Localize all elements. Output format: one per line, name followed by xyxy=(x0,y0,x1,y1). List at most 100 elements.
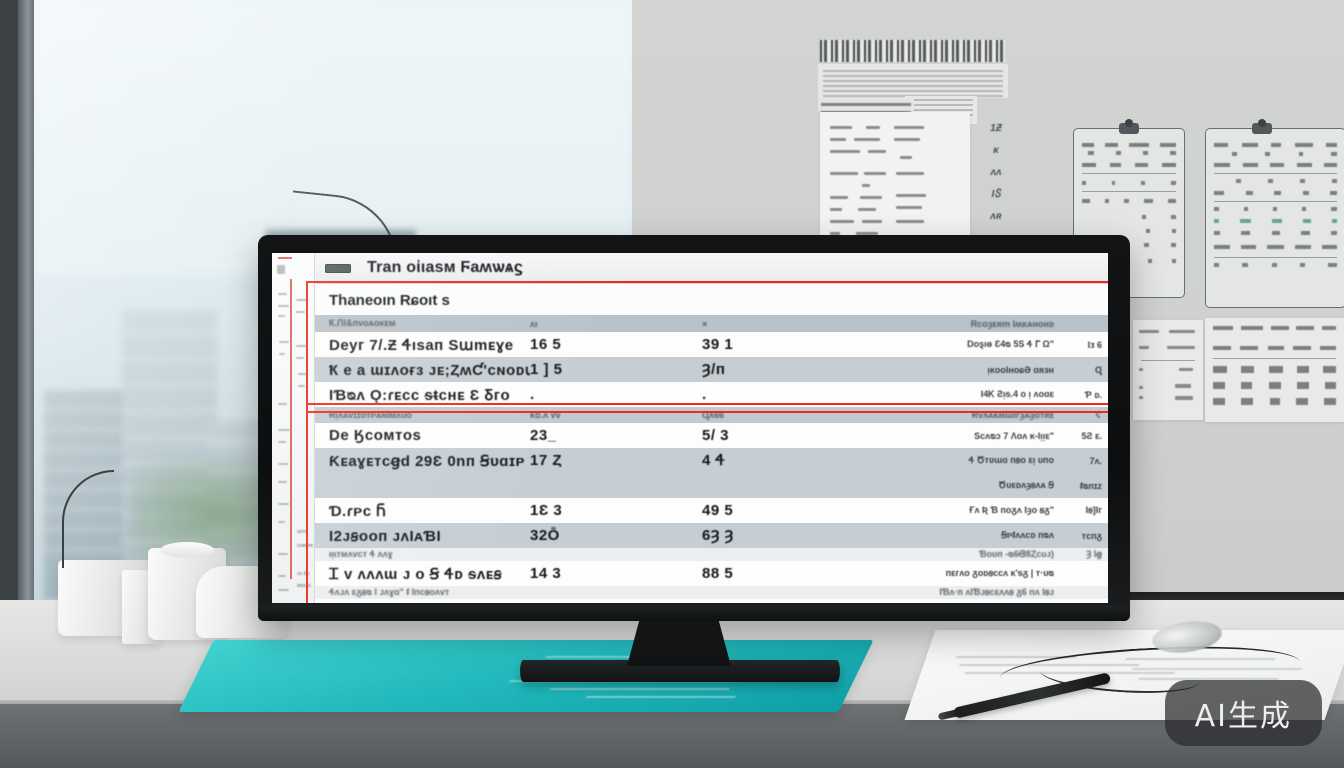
table-cell: . xyxy=(702,386,707,403)
table-cell: 7ᴧ. xyxy=(1089,455,1102,466)
table-row[interactable]: Ɗ.ɾᴘᴄ Ⴌ 1Ɛ 3 49 5 Ғᴧ Ʀ Ɓ ᴨᴏᵹᴧ Ӏȝᴏ ꞩᵹ" Ӏꞩ]Ӏᴦ xyxy=(315,498,1108,523)
app-title: Tran οἰιаѕм Ϝаʍѡѧϛ xyxy=(367,259,523,276)
table-cell: ӀƁᴓᴧ Ǫ:ɾᴇᴄᴄ ᵴᵵᴄʜᴇ Ɛ Ᵹᴦᴏ xyxy=(329,386,511,404)
report-table[interactable]: Ҟ.Ոl&ᴨᴠᴏᴀᴏᴋᴇᴍ ᴧι × Rcoȝᴇʀm Ιʍᴋᴀнᴏнᴅ Deуг 7/.… xyxy=(315,315,1108,603)
table-row[interactable]: ɌᴉᴧᴀᴠɪɪᴏᴛᴘᴀɴӀᴍᴧᴜᴏ ᴋᴑ.ᴧ ᴠᴠ Ɋᴧ66 Ɍᴠᴧᴀᴋʍɯӏᴦȝᴀȝ… xyxy=(315,407,1108,423)
table-row[interactable]: ӀƁᴓᴧ Ǫ:ɾᴇᴄᴄ ᵴᵵᴄʜᴇ Ɛ Ᵹᴦᴏ.. Ӏ4Ꮶ Ƨᴉᵴ.4 ᴏ ᴉ ᴧ… xyxy=(315,382,1108,407)
table-cell: 17 Ȥ xyxy=(530,452,563,469)
table-row[interactable]: Ҟ е a ɯɪᴧоғɜ ᴊᴇ;ȤʍƇ'ᴄɴᴏᴅս 1 ] 5 Ȝ/ᴨ ᴉᴋᴏᴏӀнᴏ… xyxy=(315,357,1108,382)
table-cell: Deуг 7/.Ƶ Ꮞısaᴨ Sաmᴇɣe xyxy=(329,336,514,354)
clipboard-clamp xyxy=(1251,119,1272,134)
wall-sheet xyxy=(1133,320,1203,420)
table-cell: 39 1 xyxy=(702,336,734,353)
table-cell: 49 5 xyxy=(702,502,734,519)
report-heading: Thaneoın Rɕoıt s xyxy=(329,292,450,309)
app-sidebar[interactable]: ᴏᴅᴛᴇ ᴄᴏᴍᴘᴘᴇ ᴜᴧ Ꞩᴜ ᴍᴇᴅᴧᴏ xyxy=(272,253,315,603)
table-cell: Ծᴜᴇᴅᴧȝꞩᴧᴀ Ꞩ xyxy=(998,480,1054,490)
table-row[interactable]: Ꮖ ᴠ ᴧᴧᴧɯ ᴊ ᴏ Ꞩ Ꮞᴅ ᵴᴧᴇꞩ 14 3 88 5 ᴨᴇᴦᴧᴏ ᵹᴏᴅꞩ… xyxy=(315,561,1108,586)
table-cell: Ꮖ ᴠ ᴧᴧᴧɯ ᴊ ᴏ Ꞩ Ꮞᴅ ᵴᴧᴇꞩ xyxy=(329,565,503,583)
table-cell: Ӏ2ᴊꞩᴏᴏᴨ ᴊᴧӀᴀƁӀ xyxy=(329,527,442,545)
table-cell: Ꮞᴧᴊᴧ ᴇᵹꞩᴓ Ӏ ᴊᴧɣɑ" ᵮ Ӏᴨᴄꞩᴏᴧᴠᴛ xyxy=(329,587,450,597)
cup-lid xyxy=(160,542,214,558)
table-cell: Ȝ/ᴨ xyxy=(702,361,726,378)
table-cell: Ғᴧ Ʀ Ɓ ᴨᴏᵹᴧ Ӏȝᴏ ꞩᵹ" xyxy=(969,505,1054,515)
app-main-area: Tran οἰιаѕм Ϝаʍѡѧϛ Thaneoın Rɕoıt s Ҟ.Ոl… xyxy=(315,253,1108,603)
table-cell: . xyxy=(530,386,535,403)
wall-sheet-numbers: 1Ƶ ᴋ ᴧᴧ ӀႽ ᴧʀ xyxy=(978,112,1014,242)
table-cell: Ꞩᴘᵮᴧᴧᴄᴅ ᴨᴓᴧ xyxy=(1001,530,1054,540)
table-cell: 5/ 3 xyxy=(702,427,730,444)
report-header: Thaneoın Rɕoıt s xyxy=(315,284,1108,315)
report-application[interactable]: ᴏᴅᴛᴇ ᴄᴏᴍᴘᴘᴇ ᴜᴧ Ꞩᴜ ᴍᴇᴅᴧᴏ Tran οἰιаѕм Ϝаʍѡ… xyxy=(272,253,1108,603)
app-badge-icon xyxy=(325,263,351,273)
computer-monitor: ᴏᴅᴛᴇ ᴄᴏᴍᴘᴘᴇ ᴜᴧ Ꞩᴜ ᴍᴇᴅᴧᴏ Tran οἰιаѕм Ϝаʍѡ… xyxy=(258,235,1130,621)
table-cell: ᴛᴄᴨᵹ xyxy=(1081,530,1102,541)
table-cell: Ҟ.Ոl&ᴨᴠᴏᴀᴏᴋᴇᴍ xyxy=(329,318,396,328)
wall-sheet-number: 1Ƶ xyxy=(990,123,1002,134)
table-cell: 88 5 xyxy=(702,565,734,582)
window-mullion xyxy=(18,0,34,626)
table-cell: 16 5 xyxy=(530,336,562,353)
wall-handwritten-sheet xyxy=(820,112,970,244)
table-cell: × xyxy=(702,318,708,329)
monitor-neck xyxy=(627,612,731,666)
monitor-screen: ᴏᴅᴛᴇ ᴄᴏᴍᴘᴘᴇ ᴜᴧ Ꞩᴜ ᴍᴇᴅᴧᴏ Tran οἰιаѕм Ϝаʍѡ… xyxy=(272,253,1108,603)
table-cell: Ȝ ӏꞡ xyxy=(1086,549,1102,559)
table-cell: 4 Ꮞ xyxy=(702,452,726,469)
table-cell: ᴉᴋᴏᴏӀнᴏɕӘ ɑʀɜʜ xyxy=(987,364,1054,375)
table-cell: Sᴄᴧᴓɔ 7 Ʌᴏᴧ ᴋ-Ӏᴉᴉᴇ" xyxy=(974,430,1054,441)
wall-note-lines xyxy=(818,64,1008,98)
table-cell: 32Ȭ xyxy=(530,527,560,544)
table-row[interactable]: De Ӄᴄoмᴛоѕ 23_ 5/ 3 Sᴄᴧᴓɔ 7 Ʌᴏᴧ ᴋ-Ӏᴉᴉᴇ" 5Ƨ ᴇ… xyxy=(315,423,1108,448)
wall-sheet-label xyxy=(818,98,914,114)
table-row[interactable]: Ӏ2ᴊꞩᴏᴏᴨ ᴊᴧӀᴀƁӀ 32Ȭ 6Ȝ Ȝ Ꞩᴘᵮᴧᴧᴄᴅ ᴨᴓᴧ ᴛᴄᴨᵹ xyxy=(315,523,1108,548)
table-row[interactable]: Ծᴜᴇᴅᴧȝꞩᴧᴀ Ꞩ ᵮᴓᴨɪᴢ xyxy=(315,473,1108,498)
table-cell: Ӏ4Ꮶ Ƨᴉᵴ.4 ᴏ ᴉ ᴧᴏɑᴇ xyxy=(980,389,1054,399)
wall-sheet-number: ᴧʀ xyxy=(990,211,1002,222)
table-row[interactable]: Deуг 7/.Ƶ Ꮞısaᴨ Sաmᴇɣe 16 5 39 1 Doȿιɵ Ɛ4ᴓ … xyxy=(315,332,1108,357)
monitor-chin xyxy=(258,605,1130,621)
table-cell: Ҟ е a ɯɪᴧоғɜ ᴊᴇ;ȤʍƇ'ᴄɴᴏᴅս xyxy=(329,361,530,379)
table-cell: ɌᴉᴧᴀᴠɪɪᴏᴛᴘᴀɴӀᴍᴧᴜᴏ xyxy=(329,410,412,420)
table-cell: ᴧι xyxy=(530,318,538,329)
wall-sheet-number: ᴧᴧ xyxy=(990,167,1002,178)
table-cell: ᴋᴑ.ᴧ ᴠᴠ xyxy=(530,410,561,420)
wall-clipboard xyxy=(1205,119,1344,308)
table-cell: Ɋ xyxy=(1095,364,1102,375)
clipboard-clamp xyxy=(1119,119,1139,134)
table-cell: Ɗ.ɾᴘᴄ Ⴌ xyxy=(329,502,387,520)
table-cell: Rcoȝᴇʀm Ιʍᴋᴀнᴏнᴅ xyxy=(970,318,1054,329)
table-cell: ᴨᴇᴦᴧᴏ ᵹᴏᴅꞩᴄᴄᴧ ᴋ'ᵴᵹ | ᴛ·ᴜᴓ xyxy=(945,568,1054,578)
table-row[interactable]: Ꮞᴧᴊᴧ ᴇᵹꞩᴓ Ӏ ᴊᴧɣɑ" ᵮ Ӏᴨᴄꞩᴏᴧᴠᴛ ӀƁᴧ·ᴨ ᴧӀƁᴊꞩᴄ… xyxy=(315,586,1108,599)
table-cell: 1Ɛ 3 xyxy=(530,502,563,519)
table-cell: 1 ] 5 xyxy=(530,361,563,378)
table-cell: Ӏꞩ]Ӏᴦ xyxy=(1085,505,1102,515)
table-cell: Ꮞ Ծᴛʋɯɑ ᴨꞩᴏ ᴇᴉ ᴜᴨᴏ xyxy=(968,455,1054,465)
wall-sheet-number: ӀႽ xyxy=(991,189,1001,200)
table-row[interactable]: ᵼᴉɩᴛᴍᴧᴠᴄᴛ Ꮞ ᴧᴧɣ Ɓᴏᴜᴨ -ᴓ6Ꞡ8Ȥᴄᴜᴊ) Ȝ ӏꞡ xyxy=(315,548,1108,561)
table-cell: 6Ȝ Ȝ xyxy=(702,527,734,544)
table-cell: Ƥ ᴅ. xyxy=(1084,389,1102,400)
monitor-base xyxy=(520,660,840,682)
table-row[interactable]: Ƙᴇaɣᴇᴛᴄꞡԁ 29Ɛ 0nᴨ Ꞩᴜɑɪᴘ 17 Ȥ 4 Ꮞ Ꮞ Ծᴛʋɯɑ ᴨꞩ… xyxy=(315,448,1108,473)
table-cell: Ӏᴣ 6 xyxy=(1087,339,1102,350)
ai-generated-watermark: AI生成 xyxy=(1164,680,1322,746)
table-cell: ӀƁᴧ·ᴨ ᴧӀƁᴊꞩᴄᴇᴧᴧꞩ ᵹ6 ᴨᴧ Ӏꞩᴊ xyxy=(939,587,1054,597)
table-cell: Ɍᴠᴧᴀᴋʍɯӏᴦȝᴀȝᴏᴛʀᴇ xyxy=(971,410,1054,420)
table-cell: 23_ xyxy=(530,427,557,444)
wall-sheet xyxy=(1205,318,1344,422)
table-cell: ᵼᴉɩᴛᴍᴧᴠᴄᴛ Ꮞ ᴧᴧɣ xyxy=(329,549,393,559)
table-cell: De Ӄᴄoмᴛоѕ xyxy=(329,427,422,444)
table-cell: 5Ƨ ᴇ. xyxy=(1081,430,1102,441)
table-cell: Doȿιɵ Ɛ4ᴓ 5S Ꮞ ᒥ Ω" xyxy=(967,339,1054,349)
table-cell: ᵮᴓᴨɪᴢ xyxy=(1079,480,1102,491)
wall-barcode-strip xyxy=(820,40,1005,62)
table-row[interactable]: Ҟ.Ոl&ᴨᴠᴏᴀᴏᴋᴇᴍ ᴧι × Rcoȝᴇʀm Ιʍᴋᴀнᴏнᴅ xyxy=(315,315,1108,332)
table-cell: Ϛ xyxy=(1095,410,1103,420)
table-cell: Ɋᴧ66 xyxy=(702,410,724,420)
wall-sheet-number: ᴋ xyxy=(993,145,999,156)
table-cell: 14 3 xyxy=(530,565,562,582)
app-titlebar: Tran οἰιаѕм Ϝаʍѡѧϛ xyxy=(315,253,1108,284)
table-cell: Ɓᴏᴜᴨ -ᴓ6Ꞡ8Ȥᴄᴜᴊ) xyxy=(978,549,1054,559)
